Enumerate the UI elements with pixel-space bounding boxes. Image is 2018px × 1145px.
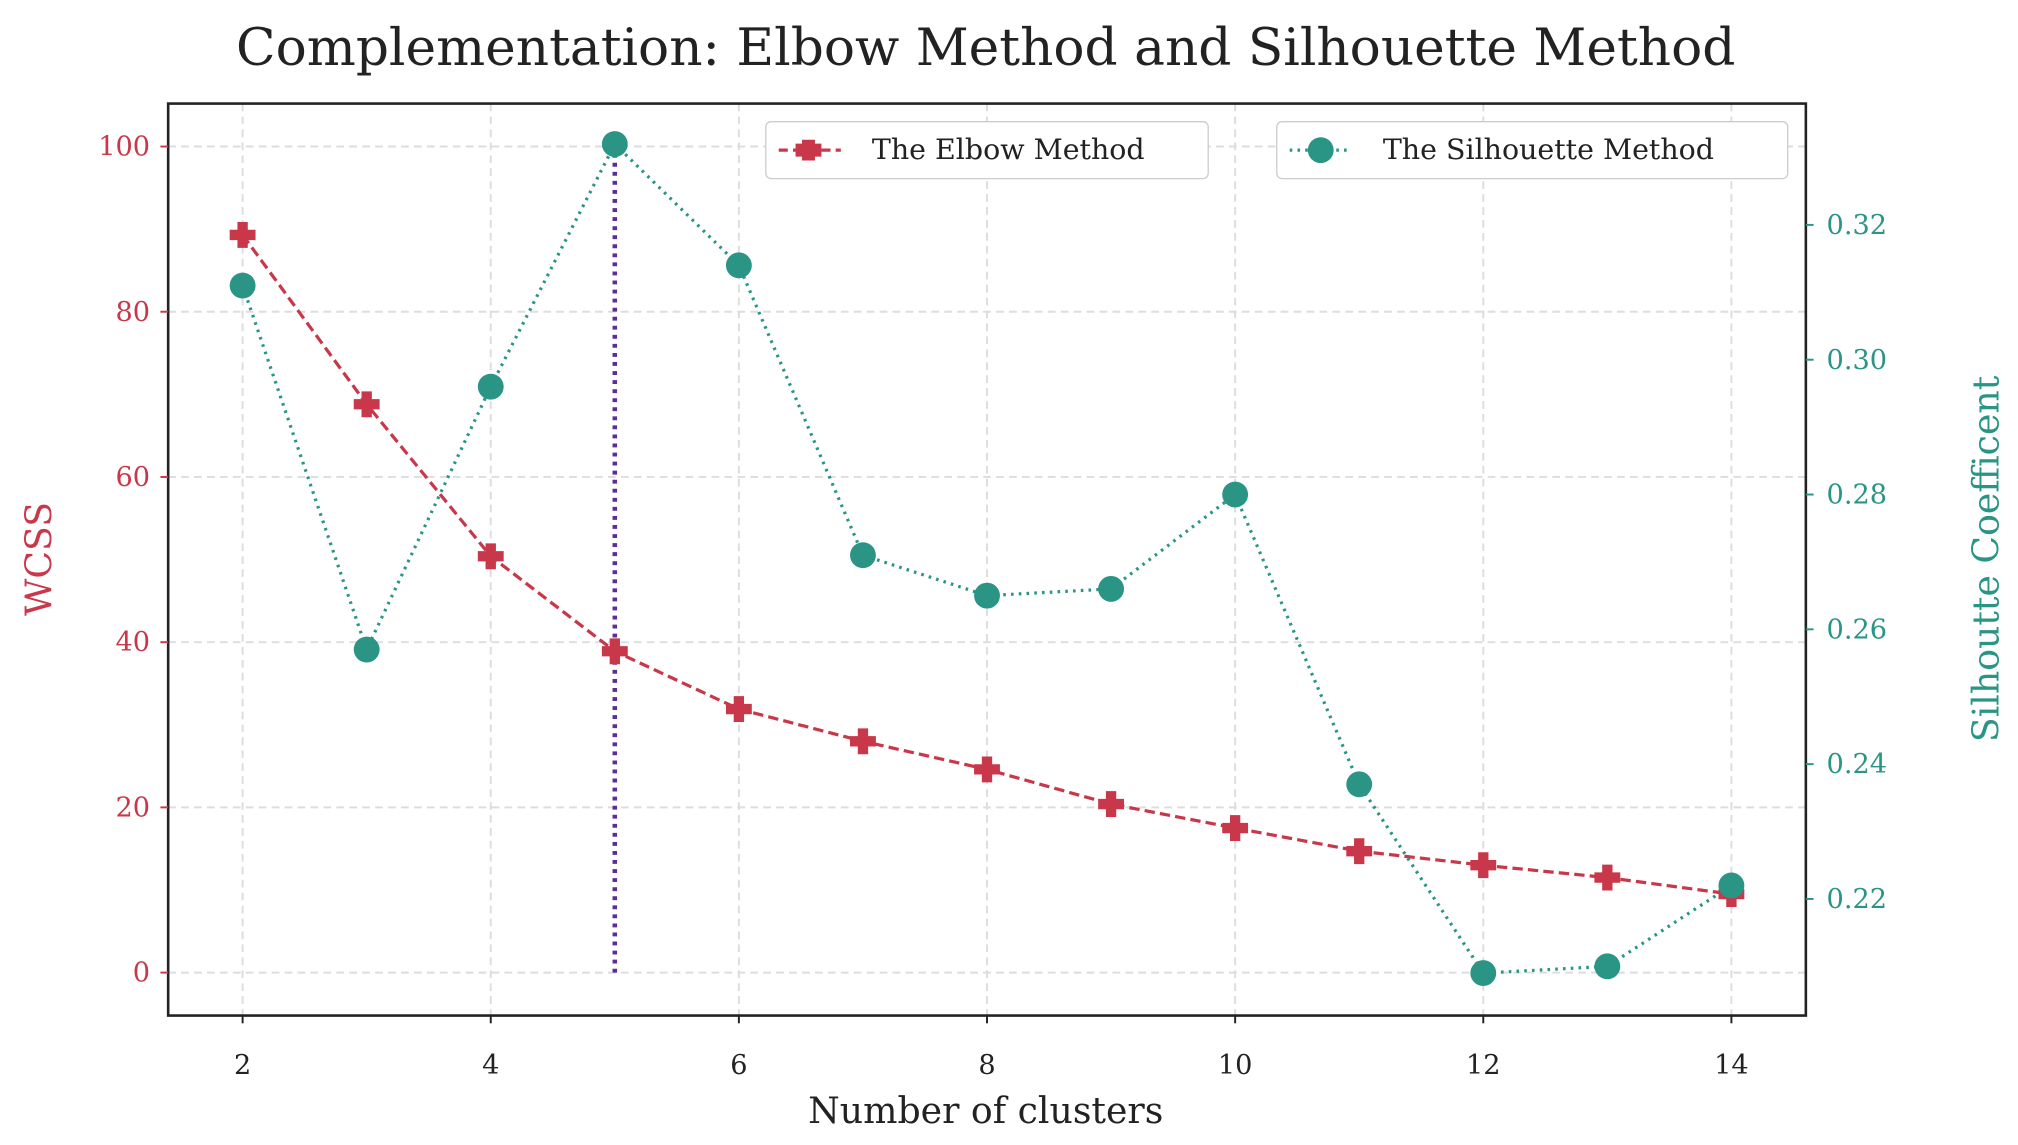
chart-title: Complementation: Elbow Method and Silhou…	[236, 18, 1735, 78]
y2-tick-label: 0.32	[1827, 210, 1887, 241]
elbow-point	[229, 221, 256, 248]
legend-elbow: The Elbow Method	[765, 121, 1209, 180]
silhouette-point	[974, 582, 1000, 609]
elbow-point	[601, 638, 628, 665]
silhouette-point	[601, 131, 628, 157]
y-tick-label: 100	[98, 132, 150, 163]
legend-label: The Elbow Method	[872, 133, 1145, 166]
y2-tick-label: 0.30	[1827, 345, 1887, 376]
y-tick-label: 40	[115, 627, 150, 658]
x-tick-label: 12	[1466, 1050, 1501, 1081]
elbow-point	[850, 728, 876, 755]
y-tick-label: 80	[115, 297, 150, 328]
silhouette-point	[229, 272, 256, 299]
elbow-point	[1594, 864, 1621, 891]
legend-silhouette: The Silhouette Method	[1276, 121, 1789, 180]
elbow-point	[1346, 838, 1373, 865]
elbow-point	[353, 391, 380, 418]
y2-tick-label: 0.22	[1827, 884, 1887, 915]
silhouette-point	[1222, 481, 1249, 508]
elbow-point	[477, 543, 504, 570]
elbow-point	[725, 696, 752, 723]
y-tick-label: 20	[115, 792, 150, 823]
x-tick-label: 6	[730, 1050, 747, 1081]
silhouette-point	[1718, 872, 1745, 899]
elbow-point	[974, 756, 1000, 783]
elbow-point	[1470, 852, 1497, 879]
silhouette-point	[1346, 771, 1373, 798]
circle-marker-icon	[1307, 137, 1334, 164]
silhouette-point	[1098, 575, 1125, 602]
silhouette-point	[850, 542, 876, 569]
silhouette-point	[1470, 960, 1497, 987]
y2-tick-label: 0.24	[1827, 749, 1887, 780]
elbow-point	[1222, 815, 1249, 841]
x-tick-label: 14	[1714, 1050, 1749, 1081]
elbow-point	[1098, 791, 1125, 818]
ticks: 2 4 6 8 10 12 14 0 20 40 60 80 100 0.22 0.24 0.26 0.28 0.…	[98, 132, 1887, 1081]
silhouette-point	[477, 373, 504, 400]
y2-tick-label: 0.28	[1827, 480, 1887, 511]
x-tick-label: 10	[1218, 1050, 1253, 1081]
y-axis-label: WCSS	[18, 502, 61, 616]
silhouette-point	[1594, 953, 1621, 980]
plus-marker-icon	[795, 139, 822, 161]
silhouette-point	[353, 636, 380, 663]
x-tick-label: 4	[482, 1050, 499, 1081]
y-tick-label: 60	[115, 462, 150, 493]
x-tick-label: 2	[234, 1050, 251, 1081]
grid	[168, 103, 1806, 1016]
y2-axis-label: Silhoutte Coefficent	[1965, 375, 2008, 742]
y-tick-label: 0	[133, 958, 150, 989]
plot-area	[229, 131, 1745, 987]
legend-label: The Silhouette Method	[1383, 133, 1714, 166]
x-tick-label: 8	[978, 1050, 995, 1081]
y2-tick-label: 0.26	[1827, 614, 1887, 645]
silhouette-point	[725, 252, 752, 279]
x-axis-label: Number of clusters	[808, 1089, 1163, 1132]
